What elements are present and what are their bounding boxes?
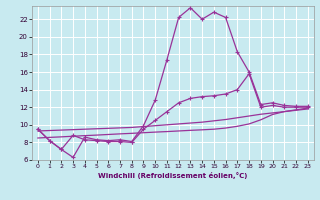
X-axis label: Windchill (Refroidissement éolien,°C): Windchill (Refroidissement éolien,°C) xyxy=(98,172,247,179)
